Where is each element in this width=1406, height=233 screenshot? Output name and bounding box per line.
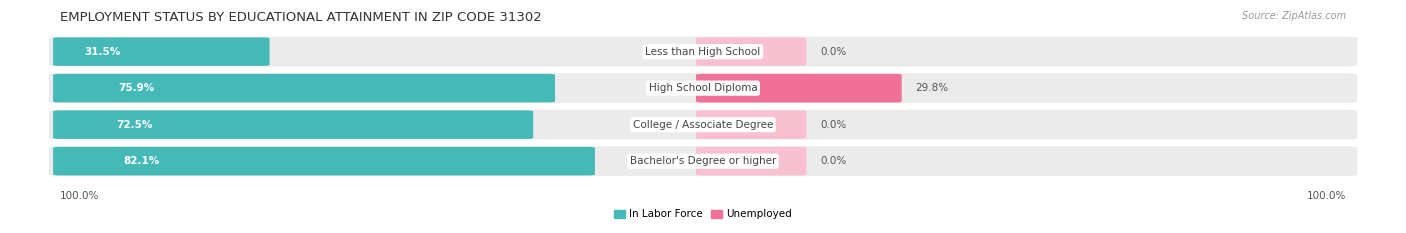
FancyBboxPatch shape (49, 110, 1357, 140)
Text: 0.0%: 0.0% (821, 120, 846, 130)
FancyBboxPatch shape (49, 37, 1357, 67)
Text: Source: ZipAtlas.com: Source: ZipAtlas.com (1241, 11, 1346, 21)
FancyBboxPatch shape (53, 74, 555, 102)
FancyBboxPatch shape (49, 146, 1357, 176)
Text: 75.9%: 75.9% (118, 83, 155, 93)
Text: High School Diploma: High School Diploma (648, 83, 758, 93)
FancyBboxPatch shape (53, 37, 270, 66)
FancyBboxPatch shape (696, 110, 807, 139)
Text: EMPLOYMENT STATUS BY EDUCATIONAL ATTAINMENT IN ZIP CODE 31302: EMPLOYMENT STATUS BY EDUCATIONAL ATTAINM… (60, 11, 541, 24)
FancyBboxPatch shape (696, 37, 807, 66)
Text: 100.0%: 100.0% (60, 191, 100, 201)
Text: Less than High School: Less than High School (645, 47, 761, 57)
Text: 82.1%: 82.1% (124, 156, 160, 166)
FancyBboxPatch shape (696, 74, 901, 102)
FancyBboxPatch shape (53, 147, 595, 175)
Text: Bachelor's Degree or higher: Bachelor's Degree or higher (630, 156, 776, 166)
Text: 0.0%: 0.0% (821, 47, 846, 57)
Text: 100.0%: 100.0% (1306, 191, 1346, 201)
Legend: In Labor Force, Unemployed: In Labor Force, Unemployed (610, 205, 796, 224)
Text: 72.5%: 72.5% (117, 120, 152, 130)
FancyBboxPatch shape (49, 73, 1357, 103)
Text: 29.8%: 29.8% (915, 83, 949, 93)
FancyBboxPatch shape (696, 147, 807, 175)
Text: 0.0%: 0.0% (821, 156, 846, 166)
Text: 31.5%: 31.5% (84, 47, 121, 57)
FancyBboxPatch shape (696, 74, 901, 102)
Text: College / Associate Degree: College / Associate Degree (633, 120, 773, 130)
FancyBboxPatch shape (53, 110, 533, 139)
